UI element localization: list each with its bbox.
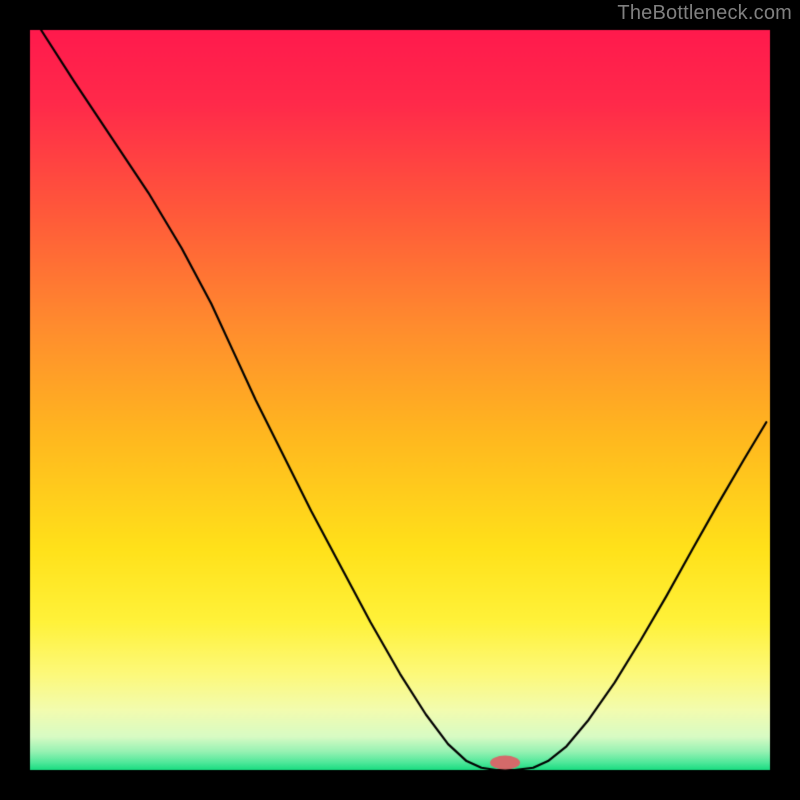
watermark-text: TheBottleneck.com <box>617 2 792 25</box>
chart-container: TheBottleneck.com <box>0 0 800 800</box>
bottleneck-chart-canvas <box>0 0 800 800</box>
